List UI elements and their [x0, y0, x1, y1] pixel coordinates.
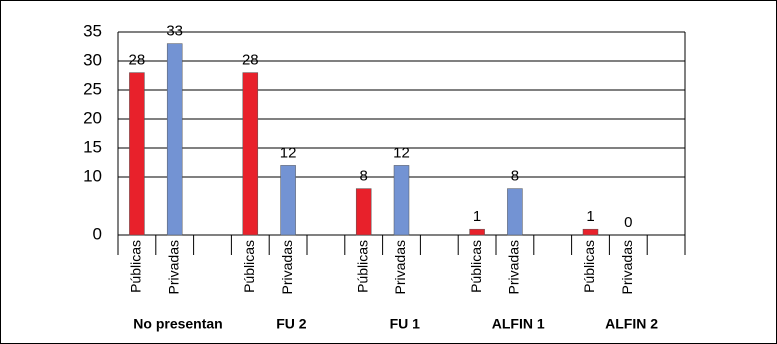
bar	[166, 43, 183, 236]
bar	[469, 228, 485, 236]
value-label: 12	[393, 144, 410, 161]
series-label: Privadas	[506, 240, 522, 294]
y-tick-label: 30	[83, 50, 102, 69]
value-label: 28	[242, 52, 259, 69]
bar	[129, 72, 145, 236]
value-label: 1	[473, 208, 481, 225]
y-tick-label: 35	[83, 21, 102, 40]
bar	[355, 188, 372, 236]
series-label: Públicas	[581, 240, 597, 293]
series-label: Privadas	[165, 240, 181, 294]
bar	[582, 228, 599, 236]
series-label: Públicas	[241, 240, 257, 293]
y-tick-label: 10	[83, 166, 102, 185]
series-label: Públicas	[128, 240, 144, 293]
bar	[280, 165, 296, 236]
bar	[242, 72, 259, 236]
bar	[507, 188, 523, 236]
series-label: Privadas	[619, 240, 635, 294]
y-tick-label: 15	[83, 137, 102, 156]
series-label: Privadas	[279, 240, 295, 294]
x-tick-label: ALFIN 2	[605, 316, 658, 332]
value-label: 8	[511, 168, 519, 185]
y-tick-label: 20	[83, 108, 102, 127]
x-tick-label: No presentan	[133, 316, 222, 332]
series-label: Privadas	[392, 240, 408, 294]
bar	[393, 165, 410, 236]
series-label: Públicas	[354, 240, 370, 293]
x-tick-label: FU 2	[276, 316, 307, 332]
y-tick-label: 25	[83, 79, 102, 98]
value-label: 0	[624, 214, 632, 231]
value-label: 12	[280, 144, 297, 161]
x-tick-label: ALFIN 1	[492, 316, 545, 332]
series-label: Públicas	[468, 240, 484, 293]
value-label: 33	[166, 23, 183, 40]
value-label: 28	[129, 52, 146, 69]
y-tick-label: 0	[93, 224, 102, 243]
value-label: 1	[586, 208, 594, 225]
x-tick-label: FU 1	[390, 316, 421, 332]
value-label: 8	[360, 168, 368, 185]
